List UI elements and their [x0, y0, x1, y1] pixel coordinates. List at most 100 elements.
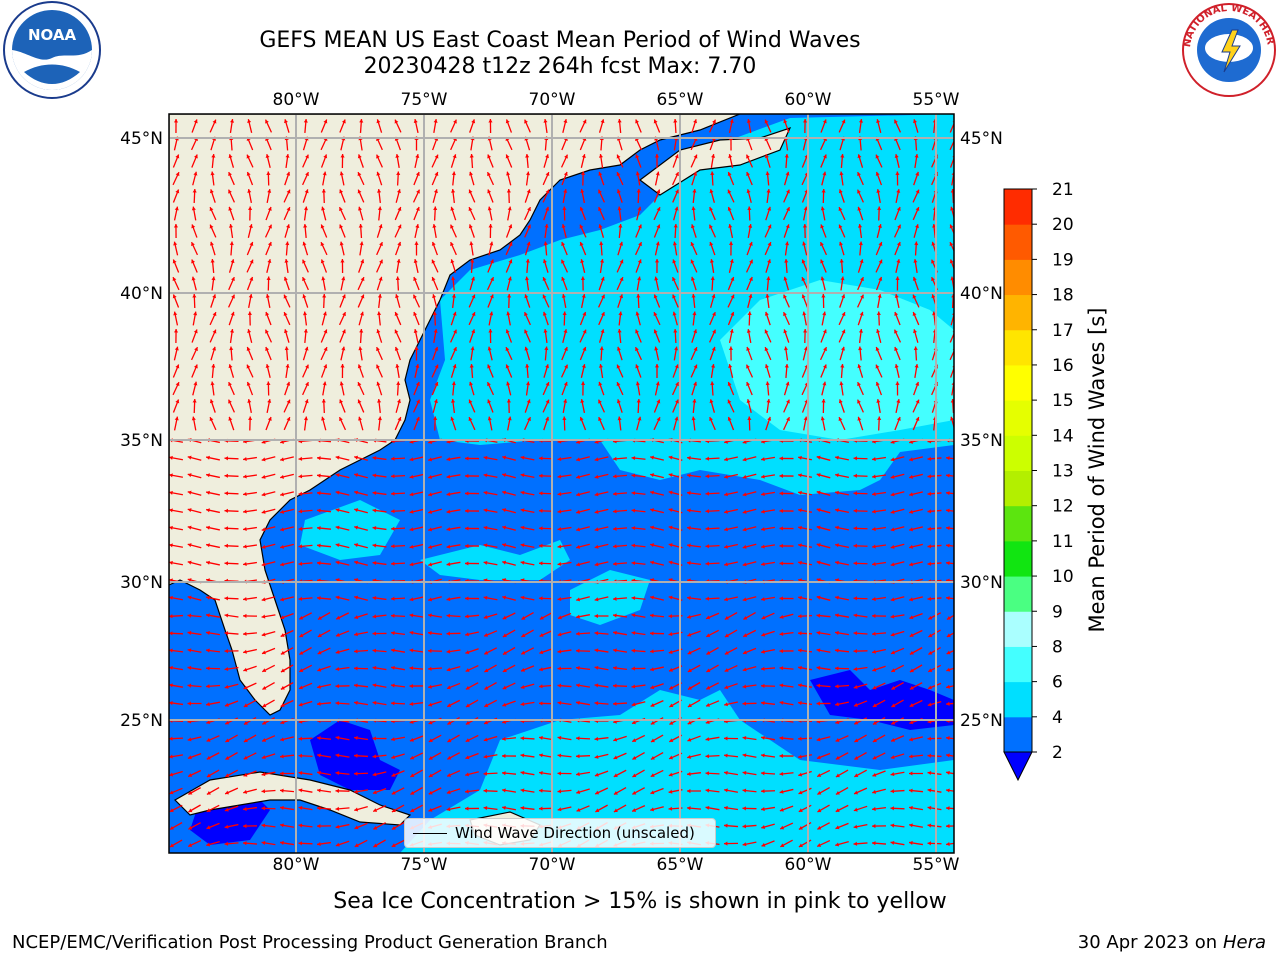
wind-arrow-head — [280, 633, 285, 637]
wind-arrow-head — [340, 259, 345, 263]
wind-arrow-head — [896, 399, 901, 403]
wind-arrow-head — [525, 364, 530, 368]
wind-arrow-head — [468, 224, 473, 229]
wind-arrow-head — [890, 562, 895, 567]
wind-arrow-head — [687, 543, 691, 548]
colorbar-segment — [1004, 681, 1032, 718]
wind-arrow-head — [377, 399, 382, 403]
wind-arrow-head — [656, 399, 661, 404]
wind-arrow-head — [357, 364, 362, 369]
wind-arrow-head — [450, 224, 454, 229]
wind-arrow-head — [451, 171, 456, 176]
wind-arrow-head — [872, 456, 876, 462]
wind-arrow-head — [229, 346, 234, 351]
wind-arrow-head — [746, 119, 751, 123]
wind-arrow-head — [471, 119, 476, 124]
wind-arrow-head — [188, 808, 193, 813]
wind-arrow-head — [434, 346, 439, 351]
wind-arrow-head — [890, 457, 895, 462]
wind-arrow-head — [613, 737, 618, 742]
wind-arrow-head — [247, 311, 252, 315]
wind-arrow-head — [580, 189, 585, 193]
wind-arrow-head — [835, 773, 840, 778]
wind-arrow-head — [224, 841, 229, 846]
wind-arrow-head — [581, 364, 586, 368]
wind-arrow-head — [557, 596, 562, 602]
wind-arrow-head — [931, 277, 935, 282]
wind-arrow-head — [210, 171, 215, 176]
wind-arrow-head — [724, 770, 728, 775]
wind-arrow-head — [212, 119, 217, 124]
wind-arrow-head — [706, 633, 711, 637]
wind-arrow-head — [543, 241, 548, 246]
colorbar-tick-label: 2 — [1052, 743, 1063, 763]
wind-arrow-head — [927, 770, 932, 776]
wind-arrow-head — [341, 119, 346, 124]
wind-arrow-head — [391, 544, 395, 549]
wind-arrow-head — [728, 241, 734, 245]
lon-tick-label: 80°W — [273, 855, 320, 875]
wind-arrow-head — [761, 735, 765, 740]
wind-arrow-head — [376, 154, 380, 159]
wind-arrow-head — [505, 154, 510, 159]
wind-arrow-head — [299, 685, 303, 690]
wind-arrow-head — [687, 806, 691, 811]
wind-arrow-head — [446, 544, 451, 549]
land-cuba — [174, 771, 412, 826]
wind-arrow-head — [358, 346, 363, 351]
wind-arrow-head — [890, 474, 895, 479]
wind-arrow-head — [761, 824, 766, 829]
wind-arrow-head — [502, 455, 507, 460]
lat-tick-label-right: 30°N — [960, 573, 1003, 593]
wind-arrow-head — [823, 347, 827, 352]
wind-arrow-head — [169, 614, 173, 619]
wind-arrow-head — [687, 632, 692, 637]
wind-arrow-head — [391, 701, 395, 706]
wind-arrow-head — [488, 119, 493, 123]
wind-arrow-head — [576, 474, 581, 479]
wind-arrow-head — [872, 474, 876, 479]
wind-arrow-head — [594, 772, 599, 777]
wind-arrow-head — [655, 171, 660, 176]
wind-arrow-head — [484, 685, 489, 690]
wind-arrow-head — [894, 329, 898, 334]
wind-arrow-head — [576, 772, 580, 777]
wind-arrow-head — [632, 790, 637, 795]
wind-arrow-head — [206, 755, 211, 760]
wind-arrow-head — [746, 346, 751, 351]
wind-arrow-head — [317, 788, 321, 793]
wind-arrow-head — [563, 119, 568, 124]
wind-arrow-head — [262, 685, 267, 690]
wind-arrow-head — [779, 700, 784, 705]
wind-arrow-head — [187, 490, 192, 495]
wind-arrow-head — [786, 399, 790, 404]
wind-arrow-head — [853, 649, 857, 654]
wind-arrow-head — [672, 311, 677, 316]
wind-arrow-head — [690, 242, 695, 247]
wind-arrow-shaft — [949, 139, 954, 151]
wind-arrow-head — [483, 737, 488, 742]
wind-arrow-head — [525, 381, 531, 386]
wind-arrow-head — [357, 154, 362, 159]
ocean-6-8s — [720, 280, 954, 440]
wind-arrow-head — [267, 242, 272, 246]
colorbar-segment — [1004, 294, 1032, 331]
wind-arrow-head — [761, 789, 765, 794]
wind-arrow-head — [433, 416, 438, 421]
wind-arrow-head — [742, 650, 747, 655]
wind-arrow-head — [505, 329, 510, 334]
wind-arrow-head — [598, 381, 603, 386]
wind-arrow-head — [711, 154, 716, 158]
wind-arrow-head — [224, 649, 228, 654]
wind-arrow-head — [433, 119, 438, 123]
wind-arrow-head — [748, 241, 753, 246]
wind-arrow-head — [742, 842, 747, 847]
wind-arrow-head — [822, 311, 827, 316]
wind-arrow-head — [265, 311, 270, 316]
wind-arrow-head — [342, 312, 346, 317]
wind-arrow-head — [224, 456, 229, 461]
wind-arrow-head — [465, 772, 470, 777]
wind-arrow-head — [341, 329, 346, 334]
wind-arrow-head — [469, 364, 474, 368]
wind-arrow-head — [653, 312, 658, 317]
